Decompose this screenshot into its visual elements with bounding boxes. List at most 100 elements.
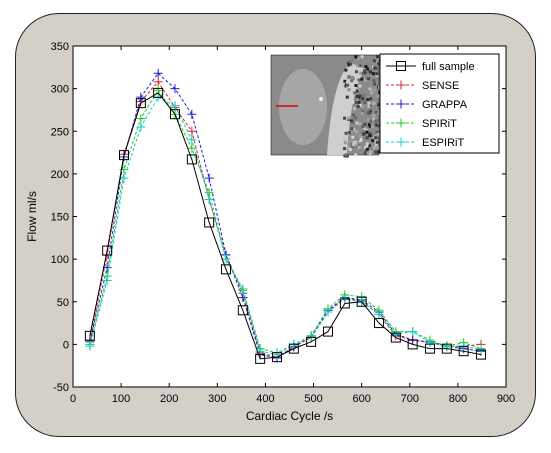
data-point-full-sample	[118, 150, 129, 161]
inset-image-noise	[372, 123, 376, 127]
inset-image-noise	[374, 136, 378, 140]
inset-image-noise	[375, 146, 379, 150]
data-point-espirit	[459, 341, 469, 351]
inset-image-noise	[344, 153, 348, 157]
data-point-full-sample	[255, 353, 266, 364]
inset-image-noise	[366, 95, 370, 99]
inset-image-noise	[350, 79, 354, 83]
data-point-espirit	[425, 338, 435, 348]
inset-image-noise	[354, 116, 358, 120]
inset-image-noise	[347, 88, 351, 92]
inset-image-noise	[368, 124, 372, 128]
inset-image-noise	[359, 138, 363, 142]
data-point-grappa	[153, 68, 163, 78]
data-point-full-sample	[102, 245, 113, 256]
inset-image-noise	[369, 97, 373, 101]
inset-image-noise	[374, 123, 378, 127]
inset-image-noise	[343, 138, 347, 142]
inset-image-region	[279, 69, 327, 145]
inset-image-noise	[357, 78, 361, 82]
x-tick-label: 0	[70, 393, 76, 405]
data-point-espirit	[170, 101, 180, 111]
data-point-espirit	[204, 194, 214, 204]
inset-image-noise	[366, 118, 370, 122]
inset-image-noise	[377, 62, 381, 66]
inset-image-noise	[374, 150, 378, 154]
y-tick-label: 250	[51, 126, 69, 138]
inset-image-noise	[372, 136, 376, 140]
inset-image-noise	[347, 75, 351, 79]
x-tick-label: 800	[449, 393, 467, 405]
inset-image-noise	[356, 98, 360, 102]
inset-image-noise	[368, 153, 372, 157]
inset-image-noise	[351, 100, 355, 104]
y-tick-label: 150	[51, 212, 69, 224]
inset-image-noise	[351, 145, 355, 149]
data-point-grappa	[187, 109, 197, 119]
inset-image-noise	[362, 130, 366, 134]
inset-image-noise	[361, 97, 365, 101]
inset-image-noise	[364, 149, 368, 153]
inset-image-noise	[365, 142, 369, 146]
inset-image-noise	[358, 140, 362, 144]
y-tick-label: 0	[63, 339, 69, 351]
inset-image-noise	[361, 105, 365, 109]
inset-image-noise	[375, 131, 379, 135]
inset-image-noise	[369, 106, 373, 110]
inset-image-noise	[375, 73, 379, 77]
data-point-full-sample	[322, 326, 333, 337]
inset-image-noise	[347, 116, 351, 120]
data-point-espirit	[119, 173, 129, 183]
inset-image-noise	[343, 147, 347, 151]
data-point-full-sample	[169, 109, 180, 120]
inset-image-noise	[348, 60, 352, 64]
x-tick-label: 100	[112, 393, 130, 405]
y-tick-label: -50	[53, 382, 69, 394]
inset-image-noise	[370, 122, 374, 126]
data-point-full-sample	[390, 332, 401, 343]
data-point-espirit	[323, 307, 333, 317]
legend-label-espirit: ESPIRiT	[422, 137, 464, 149]
inset-image-noise	[360, 111, 364, 115]
inset-image-noise	[367, 144, 371, 148]
inset-image-noise	[355, 121, 359, 125]
inset-image-noise	[357, 134, 361, 138]
inset-image-noise	[343, 79, 347, 83]
inset-image-noise	[354, 100, 358, 104]
x-tick-label: 400	[256, 393, 274, 405]
inset-image-noise	[372, 101, 376, 105]
inset-image-noise	[358, 122, 362, 126]
inset-image-noise	[371, 139, 375, 143]
inset-image-noise	[374, 110, 378, 114]
inset-image-noise	[351, 135, 355, 139]
data-point-full-sample	[204, 217, 215, 228]
inset-image-noise	[357, 145, 361, 149]
inset-image-noise	[358, 59, 362, 63]
inset-image-noise	[352, 143, 356, 147]
inset-image-noise	[377, 103, 381, 107]
data-point-full-sample	[135, 98, 146, 109]
inset-image-noise	[369, 109, 373, 113]
inset-image-noise	[354, 55, 358, 59]
inset-image-noise	[355, 89, 359, 93]
data-point-full-sample	[441, 343, 452, 354]
inset-image-noise	[357, 100, 361, 104]
data-point-full-sample	[220, 264, 231, 275]
inset-image-noise	[361, 125, 365, 129]
inset-image-noise	[343, 116, 347, 120]
inset-image	[270, 54, 382, 158]
inset-image-noise	[355, 143, 359, 147]
data-point-full-sample	[186, 154, 197, 165]
x-axis-label: Cardiac Cycle /s	[246, 409, 333, 423]
data-point-espirit	[136, 122, 146, 132]
inset-image-noise	[369, 119, 373, 123]
series-line-sense	[89, 80, 482, 358]
inset-image-noise	[344, 68, 348, 72]
data-point-sense	[153, 77, 163, 87]
data-point-full-sample	[475, 349, 486, 360]
inset-image-noise	[354, 140, 358, 144]
x-tick-label: 500	[304, 393, 322, 405]
inset-image-noise	[377, 150, 381, 154]
inset-image-noise	[348, 148, 352, 152]
legend-label-sense: SENSE	[422, 80, 459, 92]
